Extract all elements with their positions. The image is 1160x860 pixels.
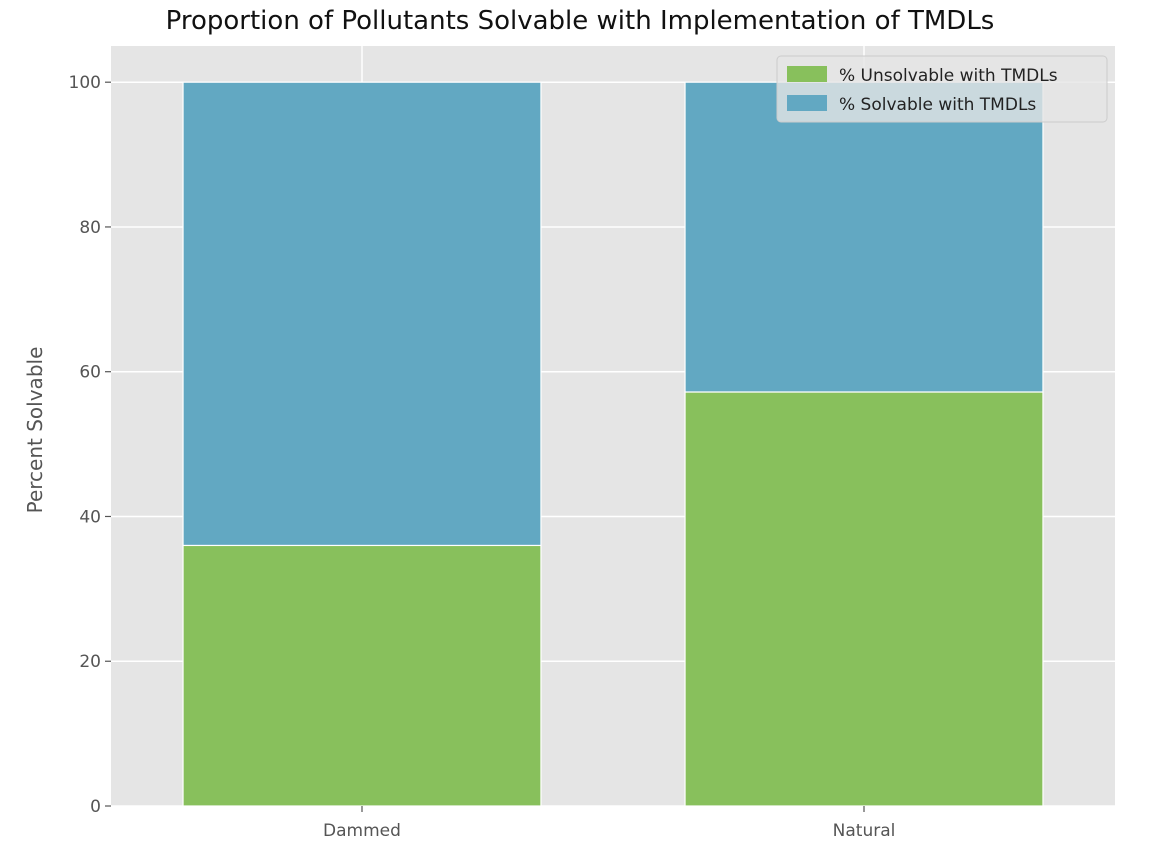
y-tick-label: 40 [79, 507, 101, 527]
legend-swatch [787, 95, 827, 111]
y-tick-label: 0 [90, 797, 101, 817]
y-tick-label: 60 [79, 363, 101, 383]
y-axis: 0 20 40 60 80 100 [69, 73, 111, 817]
y-tick-label: 80 [79, 218, 101, 238]
y-tick-label: 20 [79, 652, 101, 672]
legend: % Unsolvable with TMDLs % Solvable with T… [776, 55, 1108, 123]
x-axis: Dammed Natural [323, 806, 895, 841]
bar-segment-unsolvable [684, 391, 1044, 807]
bar-segment-solvable [684, 81, 1044, 393]
y-axis-label: Percent Solvable [23, 347, 47, 514]
bar-segment-solvable [182, 81, 542, 547]
y-tick-label: 100 [69, 73, 101, 93]
legend-swatch [787, 66, 827, 82]
legend-label: % Unsolvable with TMDLs [839, 66, 1058, 86]
legend-box [776, 55, 1108, 123]
bar-segment-unsolvable [182, 544, 542, 807]
chart-title: Proportion of Pollutants Solvable with I… [165, 6, 995, 36]
bars [182, 81, 1044, 807]
legend-label: % Solvable with TMDLs [839, 95, 1036, 115]
x-tick-label: Natural [833, 821, 896, 841]
x-tick-label: Dammed [323, 821, 401, 841]
